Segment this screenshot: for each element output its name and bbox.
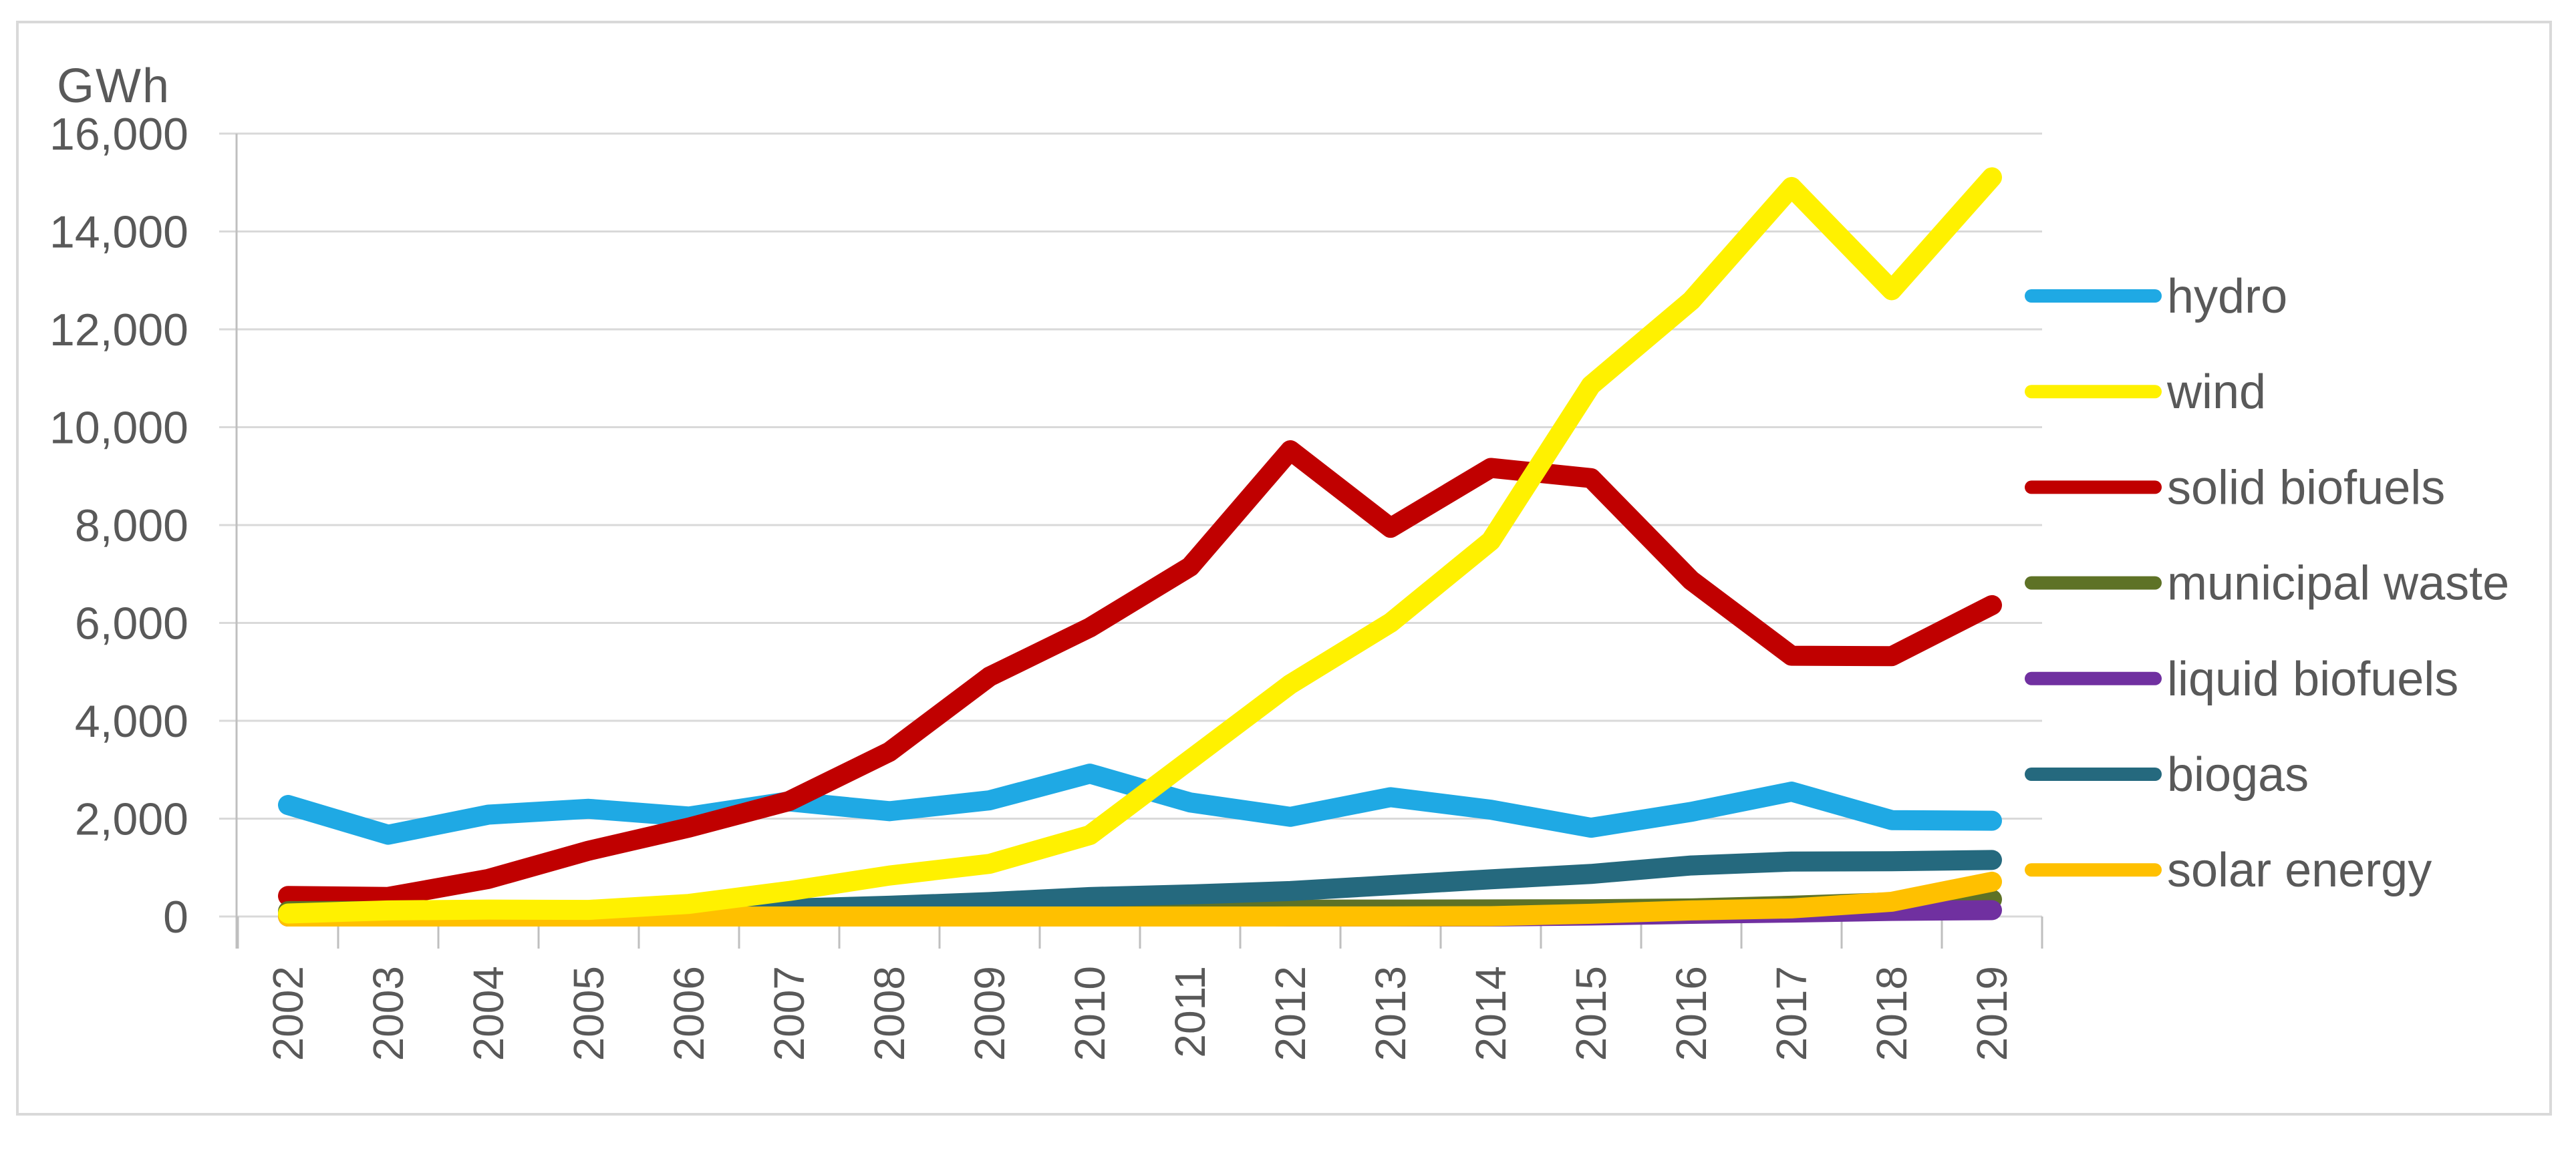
x-tick-label: 2006 [665,966,713,1061]
y-tick-label: 2,000 [75,794,188,845]
x-tick-label: 2015 [1567,966,1615,1061]
x-tick-label: 2002 [264,966,312,1061]
x-tick-label: 2007 [765,966,813,1061]
x-tick-label: 2008 [865,966,913,1061]
y-axis-unit-label: GWh [57,59,171,113]
x-tick-label: 2009 [966,966,1014,1061]
x-tick-label: 2011 [1166,966,1214,1058]
x-tick-label: 2017 [1767,966,1816,1061]
x-tick-label: 2018 [1868,966,1916,1061]
x-tick-label: 2003 [364,966,412,1061]
x-tick-label: 2013 [1367,966,1415,1061]
y-tick-label: 6,000 [75,599,188,649]
x-tick-label: 2010 [1066,966,1114,1061]
y-tick-label: 10,000 [49,403,188,454]
y-tick-label: 14,000 [49,207,188,258]
y-tick-label: 16,000 [49,109,188,160]
series-line-solid-biofuels [278,440,2002,907]
y-tick-label: 8,000 [75,500,188,551]
x-tick-label: 2014 [1467,966,1515,1061]
x-tick-label: 2012 [1266,966,1314,1061]
y-tick-label: 12,000 [49,305,188,355]
x-tick-label: 2005 [565,966,613,1061]
legend-label-solid-biofuels: solid biofuels [2167,461,2445,514]
legend-label-liquid-biofuels: liquid biofuels [2167,653,2458,706]
x-tick-label: 2016 [1667,966,1715,1061]
y-tick-label: 0 [163,892,188,943]
x-tick-label: 2004 [464,966,513,1061]
y-tick-label: 4,000 [75,696,188,747]
x-tick-label: 2019 [1968,966,2016,1061]
legend-label-solar-energy: solar energy [2167,844,2432,897]
chart-border [16,21,2552,1116]
legend-label-municipal-waste: municipal waste [2167,557,2509,611]
legend-label-biogas: biogas [2167,748,2309,802]
legend-label-wind: wind [2166,365,2266,419]
series-line-wind [278,167,2002,924]
legend-label-hydro: hydro [2167,270,2287,323]
